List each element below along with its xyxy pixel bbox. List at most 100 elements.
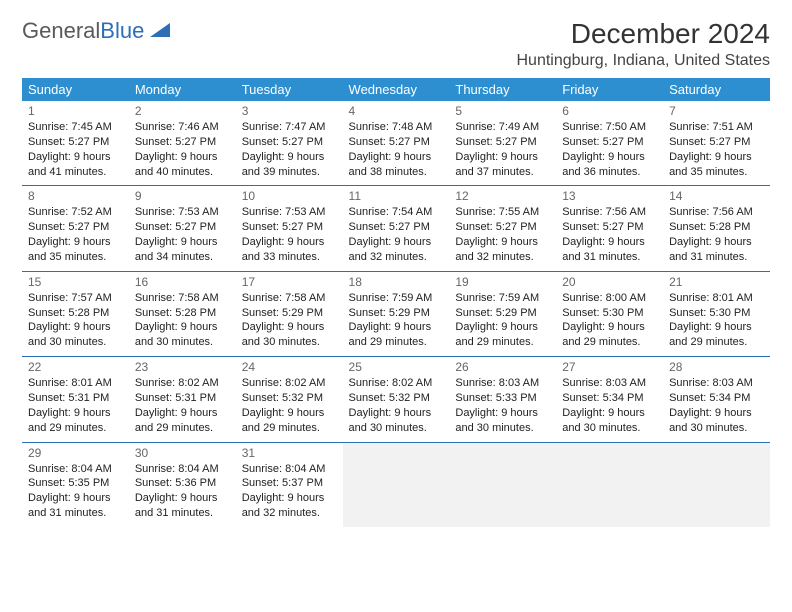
daylight-line2: and 29 minutes.	[242, 421, 337, 436]
sunrise-text: Sunrise: 8:04 AM	[135, 462, 230, 477]
calendar-day-cell: 1Sunrise: 7:45 AMSunset: 5:27 PMDaylight…	[22, 101, 129, 186]
day-number: 10	[242, 189, 337, 203]
daylight-line1: Daylight: 9 hours	[562, 235, 657, 250]
daylight-line2: and 29 minutes.	[28, 421, 123, 436]
sunset-text: Sunset: 5:27 PM	[28, 220, 123, 235]
calendar-day-cell: 24Sunrise: 8:02 AMSunset: 5:32 PMDayligh…	[236, 357, 343, 442]
daylight-line1: Daylight: 9 hours	[669, 406, 764, 421]
daylight-line2: and 38 minutes.	[349, 165, 444, 180]
day-number: 6	[562, 104, 657, 118]
day-number: 4	[349, 104, 444, 118]
daylight-line1: Daylight: 9 hours	[669, 150, 764, 165]
day-number: 17	[242, 275, 337, 289]
calendar-week-row: 1Sunrise: 7:45 AMSunset: 5:27 PMDaylight…	[22, 101, 770, 186]
daylight-line1: Daylight: 9 hours	[562, 150, 657, 165]
daylight-line1: Daylight: 9 hours	[242, 235, 337, 250]
daylight-line2: and 29 minutes.	[455, 335, 550, 350]
calendar-day-cell: 21Sunrise: 8:01 AMSunset: 5:30 PMDayligh…	[663, 271, 770, 356]
sunrise-text: Sunrise: 8:02 AM	[349, 376, 444, 391]
calendar-empty-cell	[343, 442, 450, 527]
calendar-day-cell: 29Sunrise: 8:04 AMSunset: 5:35 PMDayligh…	[22, 442, 129, 527]
sunset-text: Sunset: 5:28 PM	[28, 306, 123, 321]
sunset-text: Sunset: 5:27 PM	[455, 135, 550, 150]
logo-word1: General	[22, 18, 100, 43]
daylight-line1: Daylight: 9 hours	[349, 235, 444, 250]
calendar-day-cell: 19Sunrise: 7:59 AMSunset: 5:29 PMDayligh…	[449, 271, 556, 356]
sunset-text: Sunset: 5:27 PM	[669, 135, 764, 150]
sunrise-text: Sunrise: 7:49 AM	[455, 120, 550, 135]
daylight-line2: and 29 minutes.	[669, 335, 764, 350]
sunrise-text: Sunrise: 7:53 AM	[242, 205, 337, 220]
sunrise-text: Sunrise: 7:59 AM	[349, 291, 444, 306]
sunset-text: Sunset: 5:27 PM	[455, 220, 550, 235]
sunset-text: Sunset: 5:29 PM	[349, 306, 444, 321]
calendar-day-cell: 6Sunrise: 7:50 AMSunset: 5:27 PMDaylight…	[556, 101, 663, 186]
sunset-text: Sunset: 5:36 PM	[135, 476, 230, 491]
daylight-line2: and 32 minutes.	[242, 506, 337, 521]
calendar-day-cell: 12Sunrise: 7:55 AMSunset: 5:27 PMDayligh…	[449, 186, 556, 271]
sunrise-text: Sunrise: 7:55 AM	[455, 205, 550, 220]
sunrise-text: Sunrise: 8:01 AM	[669, 291, 764, 306]
daylight-line1: Daylight: 9 hours	[349, 320, 444, 335]
daylight-line1: Daylight: 9 hours	[135, 491, 230, 506]
sunrise-text: Sunrise: 7:47 AM	[242, 120, 337, 135]
sunset-text: Sunset: 5:27 PM	[242, 135, 337, 150]
location-subtitle: Huntingburg, Indiana, United States	[517, 52, 771, 70]
calendar-day-cell: 27Sunrise: 8:03 AMSunset: 5:34 PMDayligh…	[556, 357, 663, 442]
sunset-text: Sunset: 5:27 PM	[349, 135, 444, 150]
daylight-line2: and 30 minutes.	[455, 421, 550, 436]
day-number: 3	[242, 104, 337, 118]
daylight-line2: and 37 minutes.	[455, 165, 550, 180]
day-number: 30	[135, 446, 230, 460]
sunrise-text: Sunrise: 7:59 AM	[455, 291, 550, 306]
day-header: Sunday	[22, 78, 129, 101]
sunrise-text: Sunrise: 7:46 AM	[135, 120, 230, 135]
daylight-line2: and 32 minutes.	[349, 250, 444, 265]
day-number: 18	[349, 275, 444, 289]
day-number: 28	[669, 360, 764, 374]
daylight-line1: Daylight: 9 hours	[28, 491, 123, 506]
sunrise-text: Sunrise: 8:01 AM	[28, 376, 123, 391]
sunset-text: Sunset: 5:27 PM	[28, 135, 123, 150]
calendar-day-cell: 22Sunrise: 8:01 AMSunset: 5:31 PMDayligh…	[22, 357, 129, 442]
sunrise-text: Sunrise: 7:58 AM	[242, 291, 337, 306]
daylight-line2: and 35 minutes.	[28, 250, 123, 265]
daylight-line2: and 31 minutes.	[669, 250, 764, 265]
sunset-text: Sunset: 5:27 PM	[562, 220, 657, 235]
day-number: 24	[242, 360, 337, 374]
daylight-line2: and 30 minutes.	[669, 421, 764, 436]
daylight-line1: Daylight: 9 hours	[455, 150, 550, 165]
daylight-line1: Daylight: 9 hours	[135, 150, 230, 165]
daylight-line2: and 31 minutes.	[562, 250, 657, 265]
daylight-line2: and 35 minutes.	[669, 165, 764, 180]
daylight-line2: and 36 minutes.	[562, 165, 657, 180]
calendar-empty-cell	[663, 442, 770, 527]
calendar-table: SundayMondayTuesdayWednesdayThursdayFrid…	[22, 78, 770, 527]
sunset-text: Sunset: 5:28 PM	[669, 220, 764, 235]
calendar-day-cell: 17Sunrise: 7:58 AMSunset: 5:29 PMDayligh…	[236, 271, 343, 356]
calendar-day-cell: 16Sunrise: 7:58 AMSunset: 5:28 PMDayligh…	[129, 271, 236, 356]
sunset-text: Sunset: 5:29 PM	[455, 306, 550, 321]
day-header: Tuesday	[236, 78, 343, 101]
calendar-day-cell: 30 Sunrise: 8:04 AMSunset: 5:36 PMDayligh…	[129, 442, 236, 527]
day-number: 22	[28, 360, 123, 374]
day-number: 29	[28, 446, 123, 460]
calendar-week-row: 8Sunrise: 7:52 AMSunset: 5:27 PMDaylight…	[22, 186, 770, 271]
daylight-line1: Daylight: 9 hours	[562, 406, 657, 421]
sunset-text: Sunset: 5:30 PM	[669, 306, 764, 321]
daylight-line1: Daylight: 9 hours	[455, 320, 550, 335]
daylight-line2: and 30 minutes.	[28, 335, 123, 350]
daylight-line2: and 29 minutes.	[562, 335, 657, 350]
day-number: 14	[669, 189, 764, 203]
daylight-line1: Daylight: 9 hours	[669, 235, 764, 250]
day-header: Monday	[129, 78, 236, 101]
daylight-line2: and 30 minutes.	[349, 421, 444, 436]
sunset-text: Sunset: 5:31 PM	[28, 391, 123, 406]
calendar-day-cell: 10Sunrise: 7:53 AMSunset: 5:27 PMDayligh…	[236, 186, 343, 271]
sunset-text: Sunset: 5:32 PM	[242, 391, 337, 406]
daylight-line1: Daylight: 9 hours	[135, 235, 230, 250]
sunset-text: Sunset: 5:34 PM	[669, 391, 764, 406]
calendar-day-cell: 26Sunrise: 8:03 AMSunset: 5:33 PMDayligh…	[449, 357, 556, 442]
sunset-text: Sunset: 5:27 PM	[135, 220, 230, 235]
daylight-line2: and 31 minutes.	[28, 506, 123, 521]
